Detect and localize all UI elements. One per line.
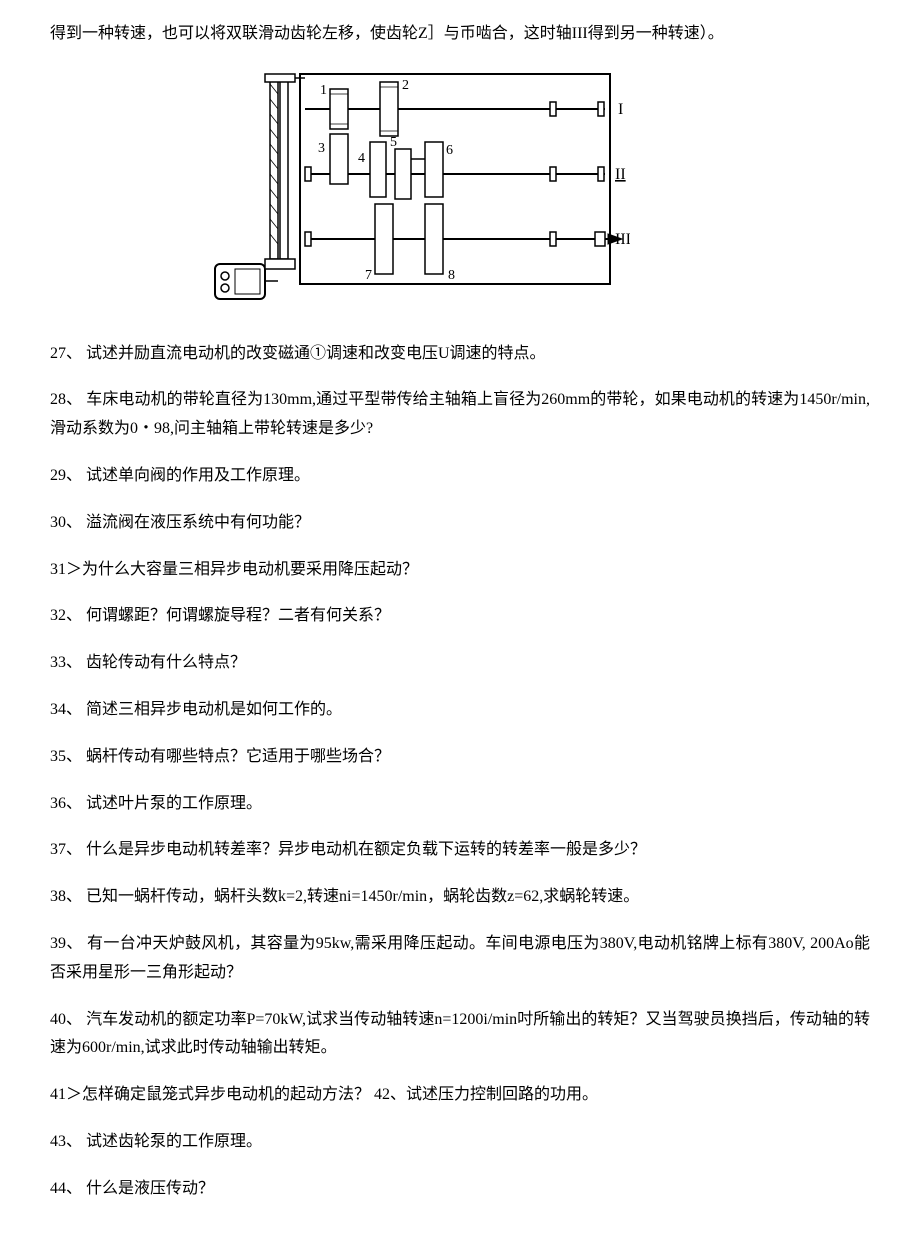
- question-32: 32、 何谓螺距？何谓螺旋导程？二者有何关系？: [50, 602, 870, 631]
- question-36: 36、 试述叶片泵的工作原理。: [50, 790, 870, 819]
- question-34: 34、 简述三相异步电动机是如何工作的。: [50, 696, 870, 725]
- question-27: 27、 试述并励直流电动机的改变磁通①调速和改变电压U调速的特点。: [50, 340, 870, 369]
- gear-4-label: 4: [358, 151, 365, 166]
- question-28: 28、 车床电动机的带轮直径为130mm,通过平型带传给主轴箱上盲径为260mm…: [50, 386, 870, 444]
- shaft-2-label: II: [615, 166, 626, 183]
- gearbox-diagram-container: I 1 2 II 3: [210, 64, 870, 315]
- question-40: 40、 汽车发动机的额定功率P=70kW,试求当传动轴转速n=1200i/min…: [50, 1006, 870, 1064]
- question-38: 38、 已知一蜗杆传动，蜗杆头数k=2,转速ni=1450r/min，蜗轮齿数z…: [50, 883, 870, 912]
- question-29: 29、 试述单向阀的作用及工作原理。: [50, 462, 870, 491]
- gear-3-label: 3: [318, 141, 325, 156]
- question-37: 37、 什么是异步电动机转差率？异步电动机在额定负载下运转的转差率一般是多少？: [50, 836, 870, 865]
- gearbox-diagram: I 1 2 II 3: [210, 64, 630, 315]
- question-33: 33、 齿轮传动有什么特点？: [50, 649, 870, 678]
- question-39: 39、 有一台冲天炉鼓风机，其容量为95kw,需采用降压起动。车间电源电压为38…: [50, 930, 870, 988]
- shaft-1-label: I: [618, 101, 623, 118]
- gear-8-label: 8: [448, 268, 455, 283]
- gear-5-label: 5: [390, 135, 397, 150]
- question-35: 35、 蜗杆传动有哪些特点？它适用于哪些场合？: [50, 743, 870, 772]
- gear-6-label: 6: [446, 143, 453, 158]
- gear-7-label: 7: [365, 268, 372, 283]
- question-44: 44、 什么是液压传动？: [50, 1175, 870, 1204]
- question-43: 43、 试述齿轮泵的工作原理。: [50, 1128, 870, 1157]
- gear-2-label: 2: [402, 78, 409, 93]
- gear-1-label: 1: [320, 83, 327, 98]
- intro-paragraph: 得到一种转速，也可以将双联滑动齿轮左移，使齿轮Z］与币啮合，这时轴III得到另一…: [50, 20, 870, 49]
- question-41-42: 41＞怎样确定鼠笼式异步电动机的起动方法？ 42、试述压力控制回路的功用。: [50, 1081, 870, 1110]
- question-31: 31＞为什么大容量三相异步电动机要采用降压起动？: [50, 556, 870, 585]
- question-30: 30、 溢流阀在液压系统中有何功能？: [50, 509, 870, 538]
